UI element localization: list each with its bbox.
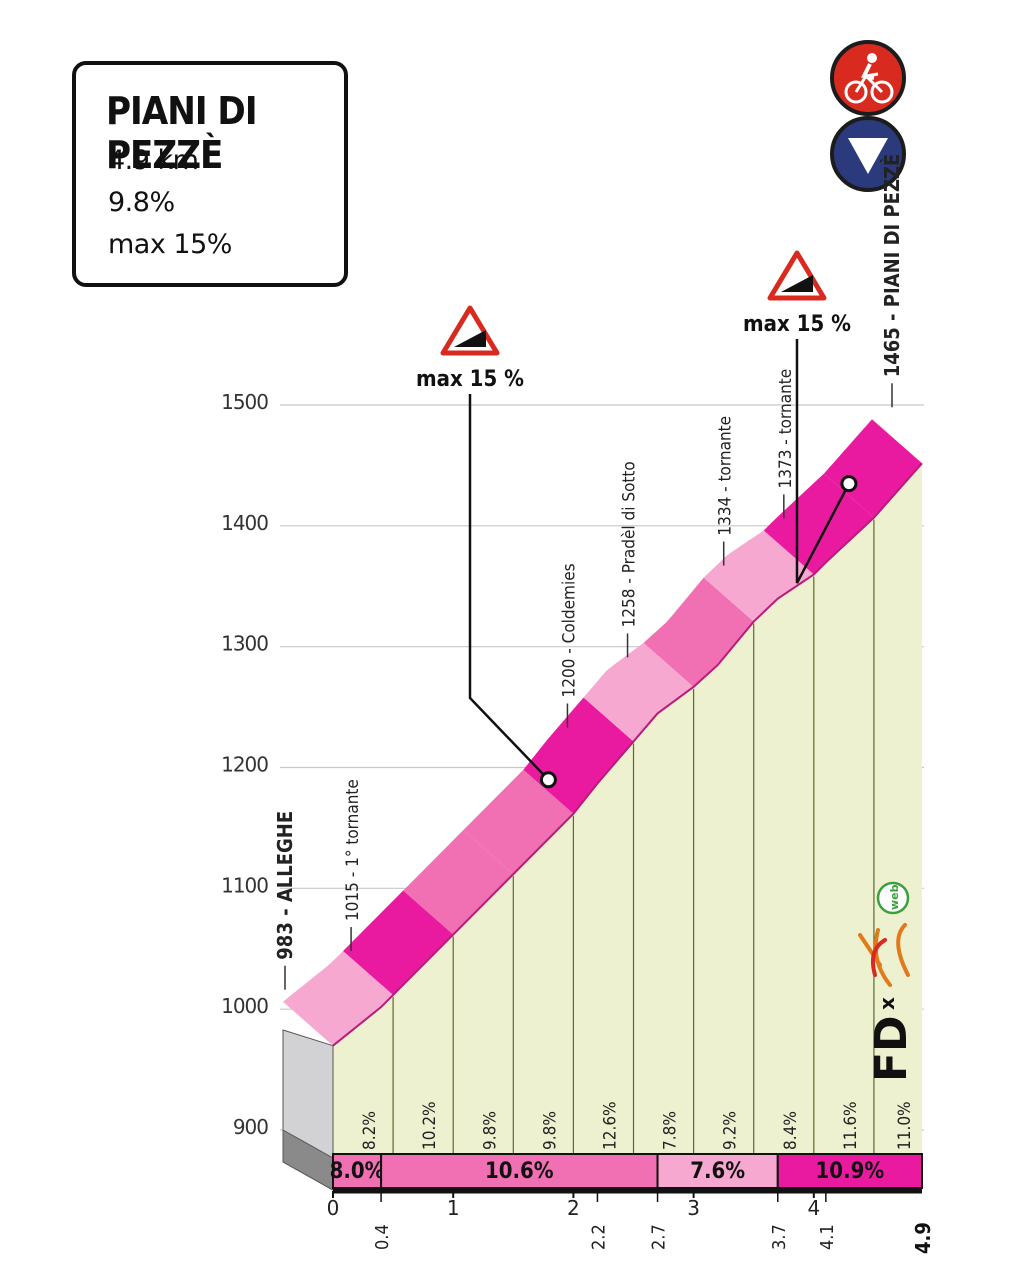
x-tick-label: 0: [327, 1196, 340, 1220]
profile-ribbon-segment: [763, 473, 874, 575]
waypoint-label: 1465 - PIANI DI PEZZÈ: [880, 154, 904, 378]
segment-gradient-label: 9.8%: [480, 1111, 500, 1150]
max-gradient-point: [840, 475, 858, 493]
web-logo-text: web: [888, 884, 901, 910]
sector-band-label: 7.6%: [690, 1159, 745, 1184]
steep-gradient-wedge: [781, 275, 813, 292]
climb-title: PIANI DI PEZZÈ: [106, 89, 258, 177]
waypoint-label: 1015 - 1° tornante: [343, 779, 363, 921]
km-mark-label: 2.2: [588, 1224, 609, 1250]
sector-band-label: 10.9%: [816, 1159, 885, 1184]
km-mark-label: 0.4: [372, 1224, 393, 1250]
y-tick-label: 1300: [221, 632, 268, 656]
y-tick-label: 1500: [221, 390, 268, 414]
x-tick-label: 3: [687, 1196, 700, 1220]
logo-separator: x: [875, 997, 899, 1010]
x-tick-label: 1: [447, 1196, 460, 1220]
profile-ground-fill: [333, 463, 922, 1191]
steep-gradient-wedge: [454, 330, 486, 347]
profile-ribbon-segment: [823, 419, 922, 518]
sector-bands-layer: 8.0% 10.6% 7.6% 10.9% 0 1 2 3 4 0.4 2.2 2.7 3.7 4.1 4.…: [327, 1153, 935, 1254]
max-gradient-label: max 15 %: [743, 312, 851, 337]
segment-gradient-label: 12.6%: [600, 1101, 620, 1150]
y-tick-label: 900: [233, 1115, 268, 1139]
max-gradient-leader: [795, 339, 851, 584]
segment-gradient-label: 8.2%: [360, 1111, 380, 1150]
waypoint-label: 983 - ALLEGHE: [273, 811, 297, 960]
max-gradient-leader: [468, 394, 550, 781]
segment-gradient-label: 9.2%: [721, 1111, 741, 1150]
segment-gradient-label: 9.8%: [540, 1111, 560, 1150]
climb-info-box: PIANI DI PEZZÈ 4.9 km 9.8% max 15%: [72, 61, 348, 287]
y-tick-label: 1000: [221, 994, 268, 1018]
sector-band-label: 10.6%: [485, 1159, 554, 1184]
max-gradient-label: max 15 %: [416, 367, 524, 392]
sector-band: [380, 1153, 659, 1189]
ccl-logo-mark-red: [871, 938, 887, 977]
profile-ribbon-segment: [643, 577, 754, 687]
labels-layer: 8.2% 10.2% 9.8% 9.8% 12.6% 7.8% 9.2% 8.4% 11.6% 1…: [273, 154, 915, 1150]
cyclist-badge-icon: [830, 40, 906, 116]
segment-gradient-label: 7.8%: [661, 1111, 681, 1150]
ccl-logo-mark: [858, 923, 910, 987]
segment-gradient-label: 8.4%: [781, 1111, 801, 1150]
climb-avg-gradient: 9.8%: [108, 187, 175, 218]
segment-gradient-label: 10.2%: [420, 1101, 440, 1150]
profile-ribbon-segment: [583, 642, 694, 742]
y-tick-label: 1100: [221, 873, 268, 897]
profile-area-layer: [282, 419, 923, 1191]
km-mark-label: 4.1: [817, 1224, 838, 1250]
waypoint-label: 1334 - tornante: [716, 416, 736, 536]
climb-distance: 4.9 km: [108, 145, 199, 176]
markers-layer: max 15 % max 15 %: [416, 250, 858, 789]
y-tick-label: 1200: [221, 753, 268, 777]
max-gradient-point: [539, 771, 557, 789]
y-tick-label: 1400: [221, 511, 268, 535]
profile-ribbon-segment: [463, 769, 574, 875]
profile-ribbon-segment: [403, 830, 514, 935]
sector-band-label: 8.0%: [330, 1159, 385, 1184]
profile-front-edge: [332, 462, 923, 1047]
sector-band: [776, 1153, 924, 1189]
brand-logo-text: FD: [866, 1015, 917, 1082]
x-end-label: 4.9: [911, 1222, 935, 1254]
waypoint-label: 1258 - Pradèl di Sotto: [620, 461, 640, 627]
web-logo-circle: [876, 881, 910, 915]
logo-layer: FD x web: [858, 881, 917, 1082]
waypoint-label: 1200 - Coldemies: [559, 563, 579, 697]
downhill-triangle-icon: [830, 116, 906, 192]
profile-ribbon-segment: [343, 890, 454, 995]
climb-max-gradient: max 15%: [108, 229, 232, 260]
profile-ribbon-segment: [703, 530, 814, 622]
km-mark-label: 2.7: [649, 1224, 670, 1250]
x-tick-label: 2: [567, 1196, 580, 1220]
waypoint-label: 1373 - tornante: [776, 369, 796, 489]
x-tick-label: 4: [807, 1196, 820, 1220]
profile-ribbon-segment: [283, 950, 394, 1046]
segment-gradient-label: 11.6%: [841, 1101, 861, 1150]
km-mark-label: 3.7: [769, 1224, 790, 1250]
segment-gradient-label: 11.0%: [895, 1101, 915, 1150]
